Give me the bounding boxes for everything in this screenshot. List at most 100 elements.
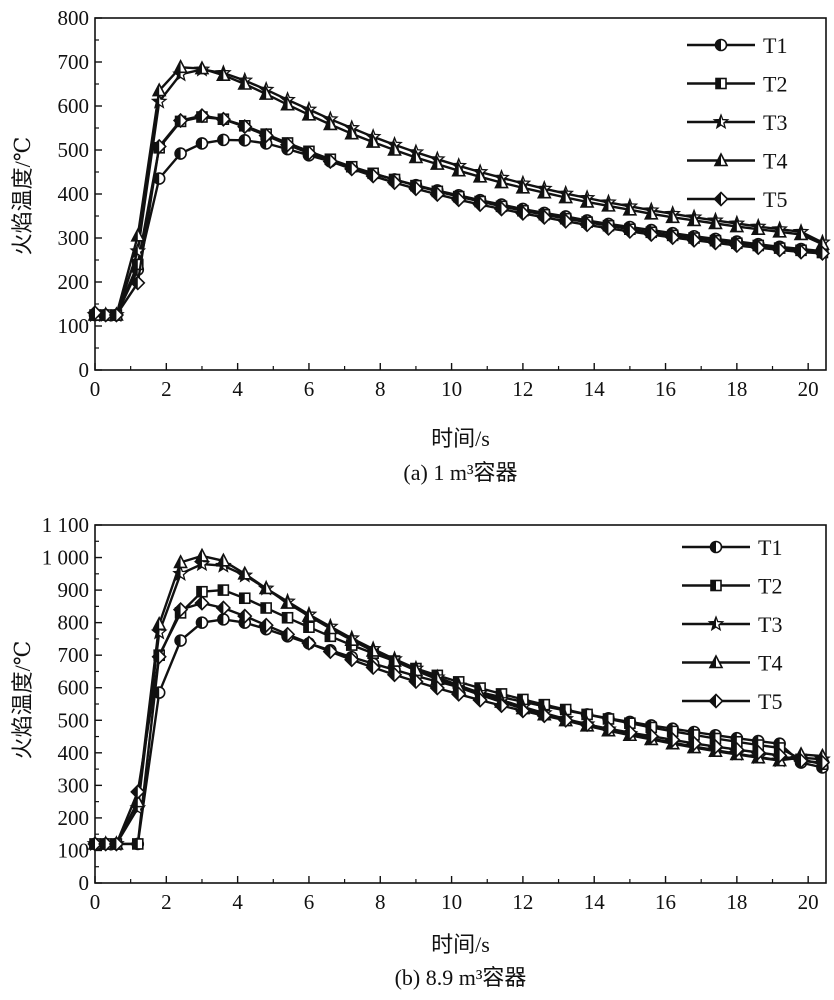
data-point [408, 181, 424, 197]
x-tick-label: 18 [726, 377, 747, 401]
data-point [579, 217, 595, 233]
data-point [365, 642, 381, 657]
data-point [279, 137, 296, 153]
data-point [194, 108, 210, 124]
data-point [429, 680, 445, 696]
data-point [472, 196, 488, 213]
data-point [108, 307, 125, 323]
y-tick-label: 1 000 [42, 546, 89, 570]
data-point [130, 227, 146, 242]
data-point [558, 213, 574, 229]
data-point [622, 201, 638, 216]
data-point [237, 608, 253, 624]
data-point [429, 186, 445, 203]
data-point [98, 836, 114, 852]
data-point [750, 240, 766, 256]
data-point [258, 127, 274, 144]
data-point [707, 235, 724, 251]
y-tick-label: 500 [58, 138, 90, 162]
data-point [772, 242, 788, 258]
data-point [729, 237, 745, 254]
y-tick-label: 500 [58, 708, 90, 732]
data-point [772, 747, 788, 764]
data-point [793, 753, 809, 769]
data-point [322, 643, 338, 660]
data-point [814, 245, 831, 262]
x-tick-label: 2 [161, 377, 172, 401]
legend-label: T4 [758, 651, 782, 676]
data-point [686, 212, 702, 227]
data-point [665, 229, 681, 246]
legend-item-t1: T1 [687, 33, 787, 58]
data-point [793, 226, 809, 241]
data-point [365, 133, 381, 148]
data-point [708, 215, 723, 230]
legend-label: T1 [763, 33, 787, 58]
data-point [237, 75, 253, 90]
y-tick-label: 600 [58, 676, 90, 700]
data-point [195, 137, 209, 150]
y-axis-label: 火焰温度/℃ [10, 137, 35, 256]
data-point [536, 708, 552, 724]
data-point [322, 153, 338, 170]
data-point [622, 223, 638, 240]
data-point [515, 703, 531, 719]
legend-marker [708, 693, 724, 709]
data-point [174, 634, 187, 647]
legend-label: T4 [763, 149, 787, 174]
series-t5 [87, 108, 831, 323]
data-point [196, 585, 208, 598]
data-point [536, 184, 552, 199]
data-point [151, 82, 167, 97]
series-t1 [88, 613, 829, 851]
data-point [515, 205, 531, 221]
series-line [95, 601, 823, 846]
data-point [643, 728, 659, 744]
y-tick-label: 900 [58, 578, 90, 602]
data-point [793, 244, 809, 260]
legend-item-t5: T5 [682, 689, 782, 714]
data-point [472, 692, 488, 708]
data-point [131, 838, 144, 850]
x-tick-label: 14 [584, 890, 606, 914]
series-t5 [87, 595, 831, 852]
data-point [108, 836, 125, 852]
y-tick-label: 700 [58, 643, 90, 667]
data-point [814, 754, 831, 771]
x-tick-label: 16 [655, 377, 676, 401]
data-point [344, 125, 360, 140]
x-tick-label: 0 [90, 377, 101, 401]
y-tick-label: 400 [58, 741, 90, 765]
data-point [600, 220, 617, 236]
data-point [430, 155, 445, 170]
legend-item-t2: T2 [687, 72, 787, 97]
data-point [772, 223, 787, 238]
x-tick-label: 8 [375, 377, 386, 401]
data-point [216, 552, 231, 567]
y-tick-label: 400 [58, 182, 90, 206]
data-point [600, 721, 617, 737]
x-tick-label: 2 [161, 890, 172, 914]
x-tick-label: 12 [512, 890, 533, 914]
x-tick-label: 0 [90, 890, 101, 914]
x-tick-label: 10 [441, 377, 462, 401]
legend-item-t5: T5 [687, 187, 787, 212]
data-point [152, 172, 166, 185]
x-tick-label: 10 [441, 890, 462, 914]
data-point [493, 201, 510, 217]
data-point [494, 174, 509, 189]
y-tick-label: 200 [58, 270, 90, 294]
legend-label: T2 [758, 574, 782, 599]
data-point [558, 712, 574, 728]
data-point [216, 66, 231, 81]
y-tick-label: 600 [58, 94, 90, 118]
data-point [665, 732, 681, 748]
figure-caption: (b) 8.9 m³容器 [395, 965, 527, 990]
y-tick-label: 200 [58, 806, 90, 830]
legend-label: T5 [763, 187, 787, 212]
x-tick-label: 20 [798, 890, 819, 914]
x-tick-label: 14 [584, 377, 606, 401]
data-point [750, 220, 766, 235]
legend-marker [713, 152, 729, 167]
